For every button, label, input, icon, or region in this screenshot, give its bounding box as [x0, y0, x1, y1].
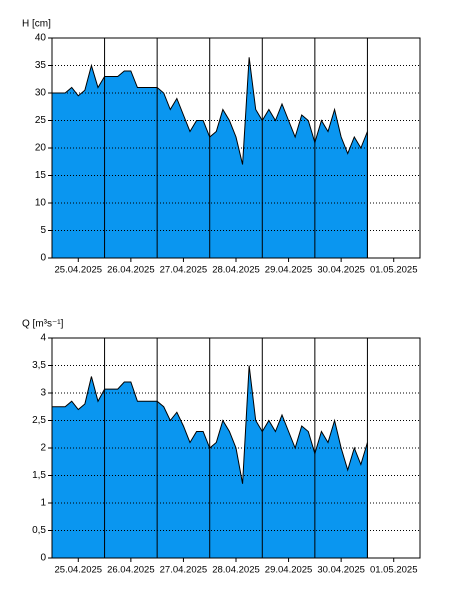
y-tick-label: 40 — [35, 33, 47, 44]
x-tick-label: 26.04.2025 — [107, 565, 155, 576]
y-tick-label: 3,5 — [32, 360, 46, 371]
plot-frame — [51, 37, 421, 259]
x-tick-label: 27.04.2025 — [160, 565, 208, 576]
y-tick-label: 2 — [40, 443, 46, 454]
x-tick-label: 01.05.2025 — [370, 265, 418, 276]
y-tick-label: 0 — [40, 553, 46, 564]
x-tick-label: 25.04.2025 — [55, 565, 103, 576]
y-tick-label: 0 — [40, 253, 46, 264]
y-tick-label: 15 — [35, 170, 47, 181]
y-tick-label: 30 — [35, 88, 47, 99]
y-tick-label: 2,5 — [32, 415, 46, 426]
x-tick-label: 27.04.2025 — [160, 265, 208, 276]
plot-frame — [51, 337, 421, 559]
x-tick-label: 28.04.2025 — [212, 265, 260, 276]
x-tick-label: 29.04.2025 — [265, 265, 313, 276]
x-tick-label: 30.04.2025 — [317, 265, 365, 276]
axis-title: H [cm] — [22, 19, 51, 30]
y-tick-label: 35 — [35, 60, 47, 71]
y-tick-label: 25 — [35, 115, 47, 126]
y-tick-label: 0,5 — [32, 525, 46, 536]
x-tick-label: 30.04.2025 — [317, 565, 365, 576]
y-tick-label: 10 — [35, 198, 47, 209]
y-tick-label: 4 — [40, 333, 46, 344]
x-tick-label: 01.05.2025 — [370, 565, 418, 576]
axis-title: Q [m³s⁻¹] — [22, 319, 64, 330]
x-tick-label: 29.04.2025 — [265, 565, 313, 576]
y-tick-label: 1,5 — [32, 470, 46, 481]
y-tick-label: 20 — [35, 143, 47, 154]
x-tick-label: 26.04.2025 — [107, 265, 155, 276]
y-tick-label: 3 — [40, 388, 46, 399]
x-tick-label: 25.04.2025 — [55, 265, 103, 276]
y-tick-label: 5 — [40, 225, 46, 236]
y-tick-label: 1 — [40, 498, 46, 509]
x-tick-label: 28.04.2025 — [212, 565, 260, 576]
